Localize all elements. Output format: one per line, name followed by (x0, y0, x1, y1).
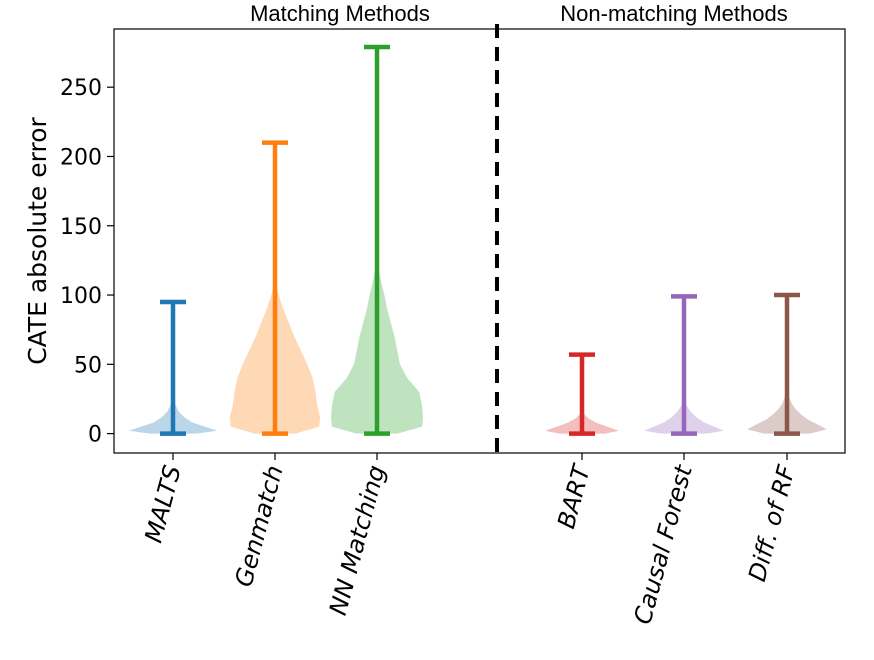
y-axis-label: CATE absolute error (23, 116, 52, 364)
x-tick-label-nn-matching: NN Matching (324, 462, 391, 618)
x-tick-label-malts: MALTS (139, 462, 186, 545)
plot-frame (113, 28, 846, 454)
violins-layer (128, 44, 827, 436)
group-label-matching: Matching Methods (250, 1, 430, 26)
y-tick-label-0: 0 (88, 423, 102, 448)
violin-diff-of-rf (747, 292, 827, 436)
violin-genmatch (229, 140, 321, 436)
violin-nn-matching (331, 44, 423, 436)
y-tick-label-150: 150 (60, 215, 102, 240)
y-axis: 0 50 100 150 200 250 (60, 76, 114, 448)
y-tick-label-100: 100 (60, 284, 102, 309)
y-tick-label-250: 250 (60, 76, 102, 101)
x-tick-label-causal-forest: Causal Forest (629, 461, 699, 627)
y-tick-label-200: 200 (60, 145, 102, 170)
x-axis: MALTS Genmatch NN Matching BART Causal Fores… (139, 453, 801, 627)
y-tick-label-50: 50 (74, 353, 102, 378)
group-label-non-matching: Non-matching Methods (560, 1, 787, 26)
violin-malts (128, 299, 218, 436)
violin-bart (545, 352, 619, 436)
x-tick-label-diff-of-rf: Diff. of RF (743, 461, 801, 584)
violin-causal-forest (644, 294, 724, 436)
x-tick-label-bart: BART (552, 460, 596, 532)
x-tick-label-genmatch: Genmatch (230, 462, 289, 589)
